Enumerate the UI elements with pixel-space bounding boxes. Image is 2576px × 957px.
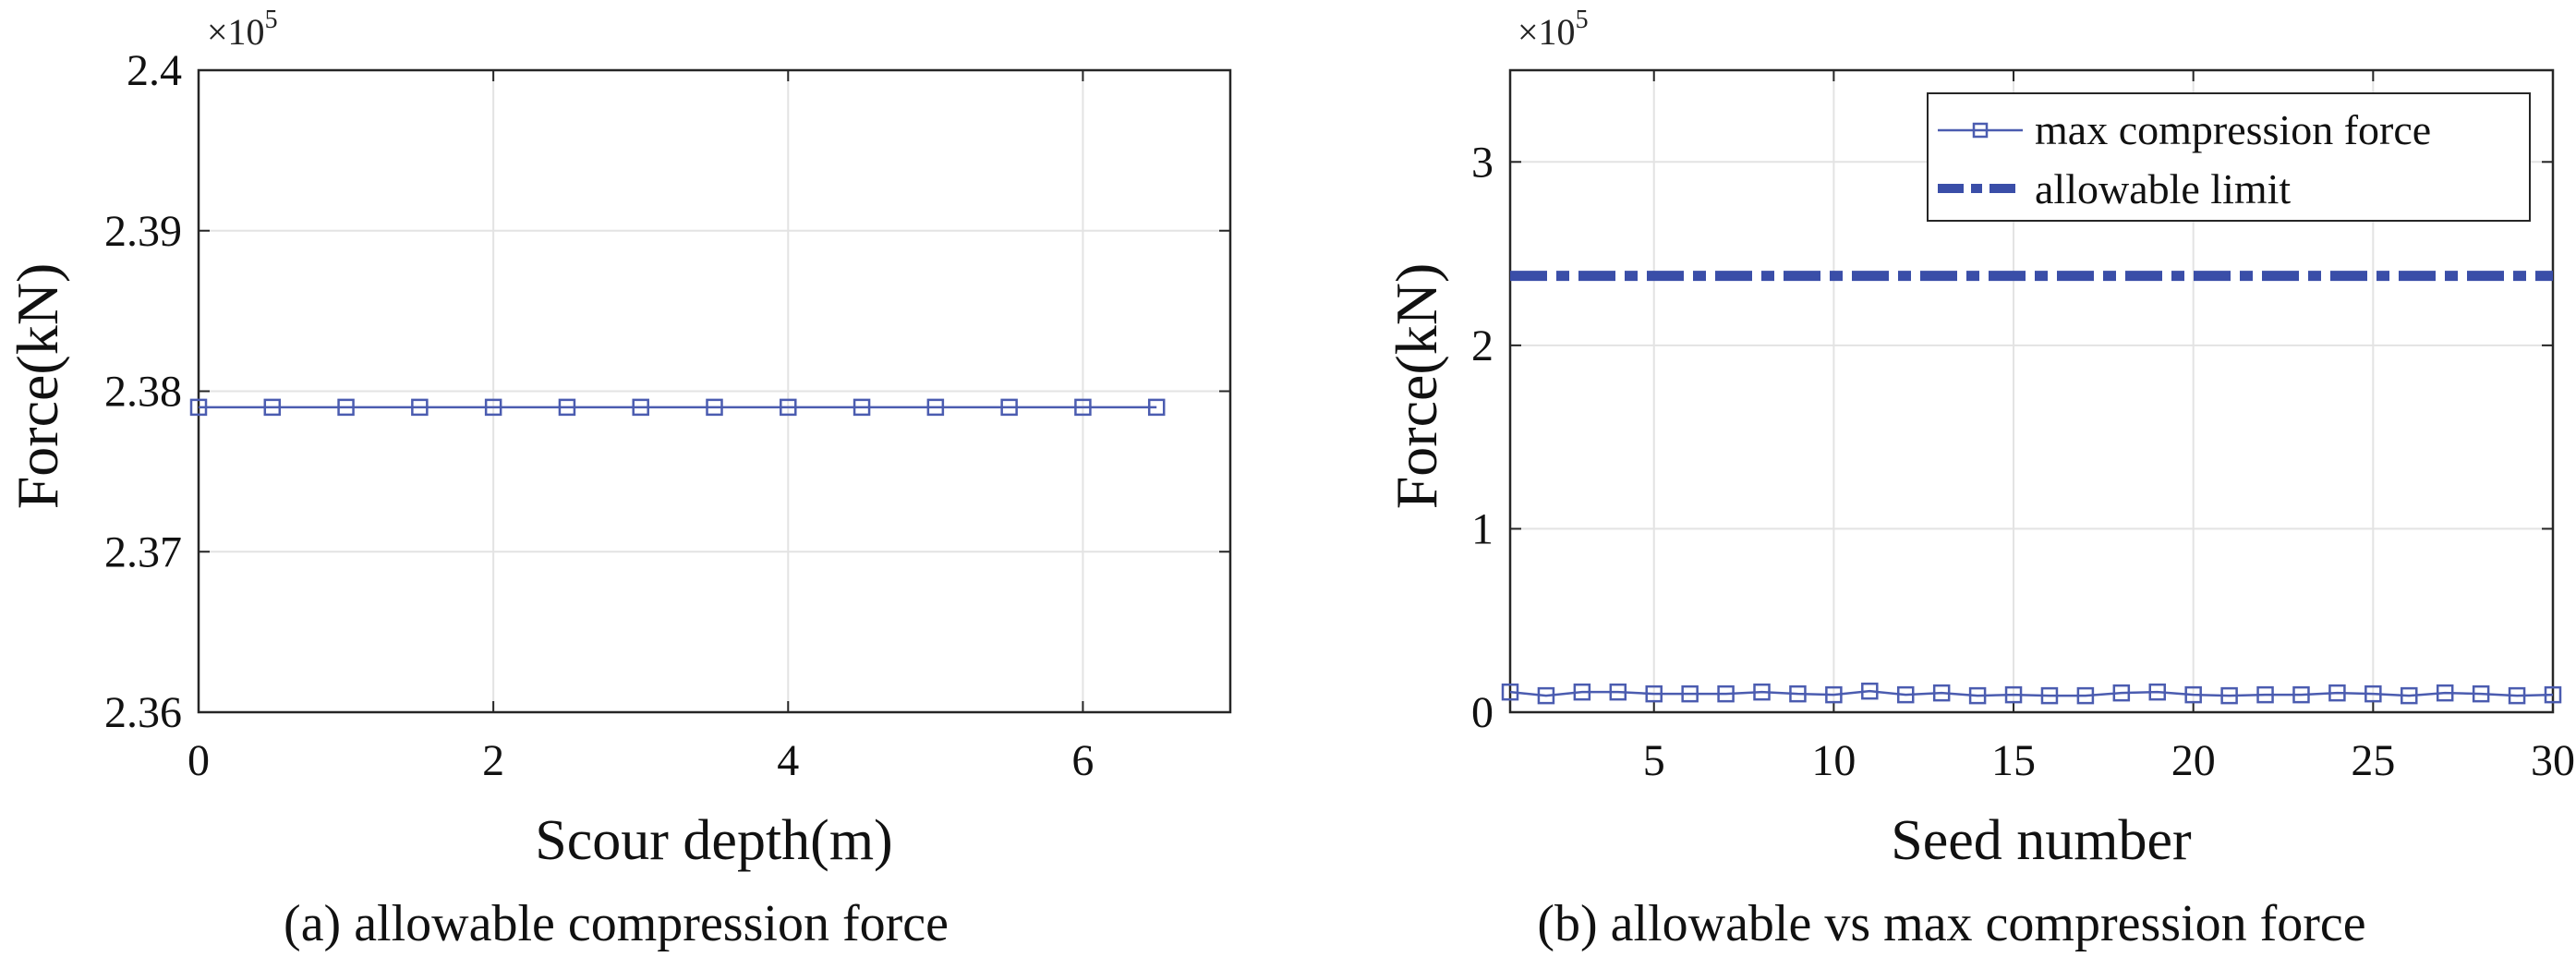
data-point-marker (2076, 686, 2095, 705)
data-point-marker (1932, 684, 1951, 702)
x-tick-label: 6 (1071, 736, 1094, 785)
y-tick-label: 0 (1471, 688, 1494, 737)
legend-label-max: max compression force (2035, 106, 2431, 153)
data-point-marker (1501, 683, 1519, 701)
legend-marker-max (1972, 122, 1989, 139)
data-point-marker (2292, 685, 2310, 704)
data-point-marker (2364, 684, 2382, 703)
data-point-marker (2401, 686, 2418, 705)
x-tick-label: 5 (1643, 736, 1665, 785)
data-point-marker (2544, 685, 2562, 704)
data-point-marker (2436, 684, 2454, 702)
data-point-marker (484, 398, 502, 417)
data-point-marker (1717, 684, 1735, 703)
x-tick-label: 25 (2351, 736, 2395, 785)
data-point-marker (706, 398, 723, 417)
x-tick-label: 0 (187, 736, 210, 785)
data-point-marker (853, 398, 871, 417)
y-tick-label: 2.39 (104, 207, 182, 256)
data-point-marker (1147, 398, 1166, 417)
x-tick-label: 2 (482, 736, 504, 785)
data-point-marker (1573, 683, 1591, 701)
x-tick-label: 20 (2171, 736, 2216, 785)
legend: max compression force allowable limit (1927, 92, 2531, 222)
y-tick-label: 3 (1471, 138, 1494, 187)
data-point-marker (558, 398, 576, 417)
data-point-marker (1537, 686, 1555, 705)
y-tick-label: 2 (1471, 321, 1494, 370)
caption-a: (a) allowable compression force (284, 895, 949, 952)
data-point-marker (2004, 685, 2023, 704)
y-axis-label-b: Force(kN) (1384, 263, 1449, 510)
data-point-marker (1753, 683, 1771, 701)
data-point-marker (411, 398, 429, 417)
axes-frame (1508, 68, 2555, 714)
legend-box (1927, 92, 2531, 222)
data-point-marker (2148, 683, 2167, 701)
chart-a: 0 2 4 6 2.36 2.37 2.38 2.39 2.4 ×105 Force(kN) S… (5, 6, 1232, 952)
data-point-marker (2040, 686, 2059, 705)
data-point-marker (1681, 684, 1699, 703)
x-tick-label: 4 (777, 736, 799, 785)
data-point-marker (1896, 685, 1915, 704)
data-point-marker (2184, 685, 2202, 704)
data-point-marker (926, 398, 945, 417)
data-point-marker (263, 398, 282, 417)
axes-frame (197, 68, 1232, 714)
data-point-marker (1825, 685, 1843, 704)
plot-area-a: 0 2 4 6 2.36 2.37 2.38 2.39 2.4 (104, 46, 1232, 785)
data-point-marker (2508, 686, 2526, 705)
data-point-marker (1000, 398, 1018, 417)
y-tick-label: 2.38 (104, 368, 182, 417)
x-tick-label: 15 (1991, 736, 2036, 785)
data-point-marker (1789, 684, 1807, 703)
legend-label-limit: allowable limit (2035, 165, 2291, 212)
y-axis-label-a: Force(kN) (5, 263, 70, 510)
data-point-marker (2256, 685, 2274, 704)
data-point-marker (189, 398, 208, 417)
data-point-marker (337, 398, 355, 417)
data-point-marker (2112, 684, 2131, 702)
data-point-marker (1609, 683, 1627, 701)
series-line (1509, 689, 2554, 697)
x-axis-label-b: Seed number (1891, 809, 2192, 872)
x-tick-label: 10 (1811, 736, 1856, 785)
data-point-marker (1645, 684, 1663, 703)
y-tick-label: 2.36 (104, 688, 182, 737)
y-tick-label: 1 (1471, 504, 1494, 553)
data-point-marker (632, 398, 649, 417)
data-point-marker (1074, 398, 1092, 417)
x-tick-label: 30 (2531, 736, 2575, 785)
x-axis-label-a: Scour depth(m) (535, 809, 892, 872)
data-point-marker (1968, 686, 1987, 705)
data-point-marker (2328, 684, 2346, 702)
y-tick-label: 2.37 (104, 527, 182, 576)
y-tick-label: 2.4 (127, 46, 182, 95)
data-point-marker (780, 398, 797, 417)
y-exponent-b: ×105 (1518, 6, 1589, 53)
data-point-marker (2472, 684, 2490, 703)
data-point-marker (1861, 682, 1879, 700)
data-point-marker (2220, 686, 2238, 705)
caption-b: (b) allowable vs max compression force (1537, 895, 2365, 952)
y-exponent-a: ×105 (207, 6, 278, 53)
chart-b: 5 10 15 20 25 30 0 1 2 3 ×105 Force(kN) Seed numb… (1384, 6, 2575, 952)
